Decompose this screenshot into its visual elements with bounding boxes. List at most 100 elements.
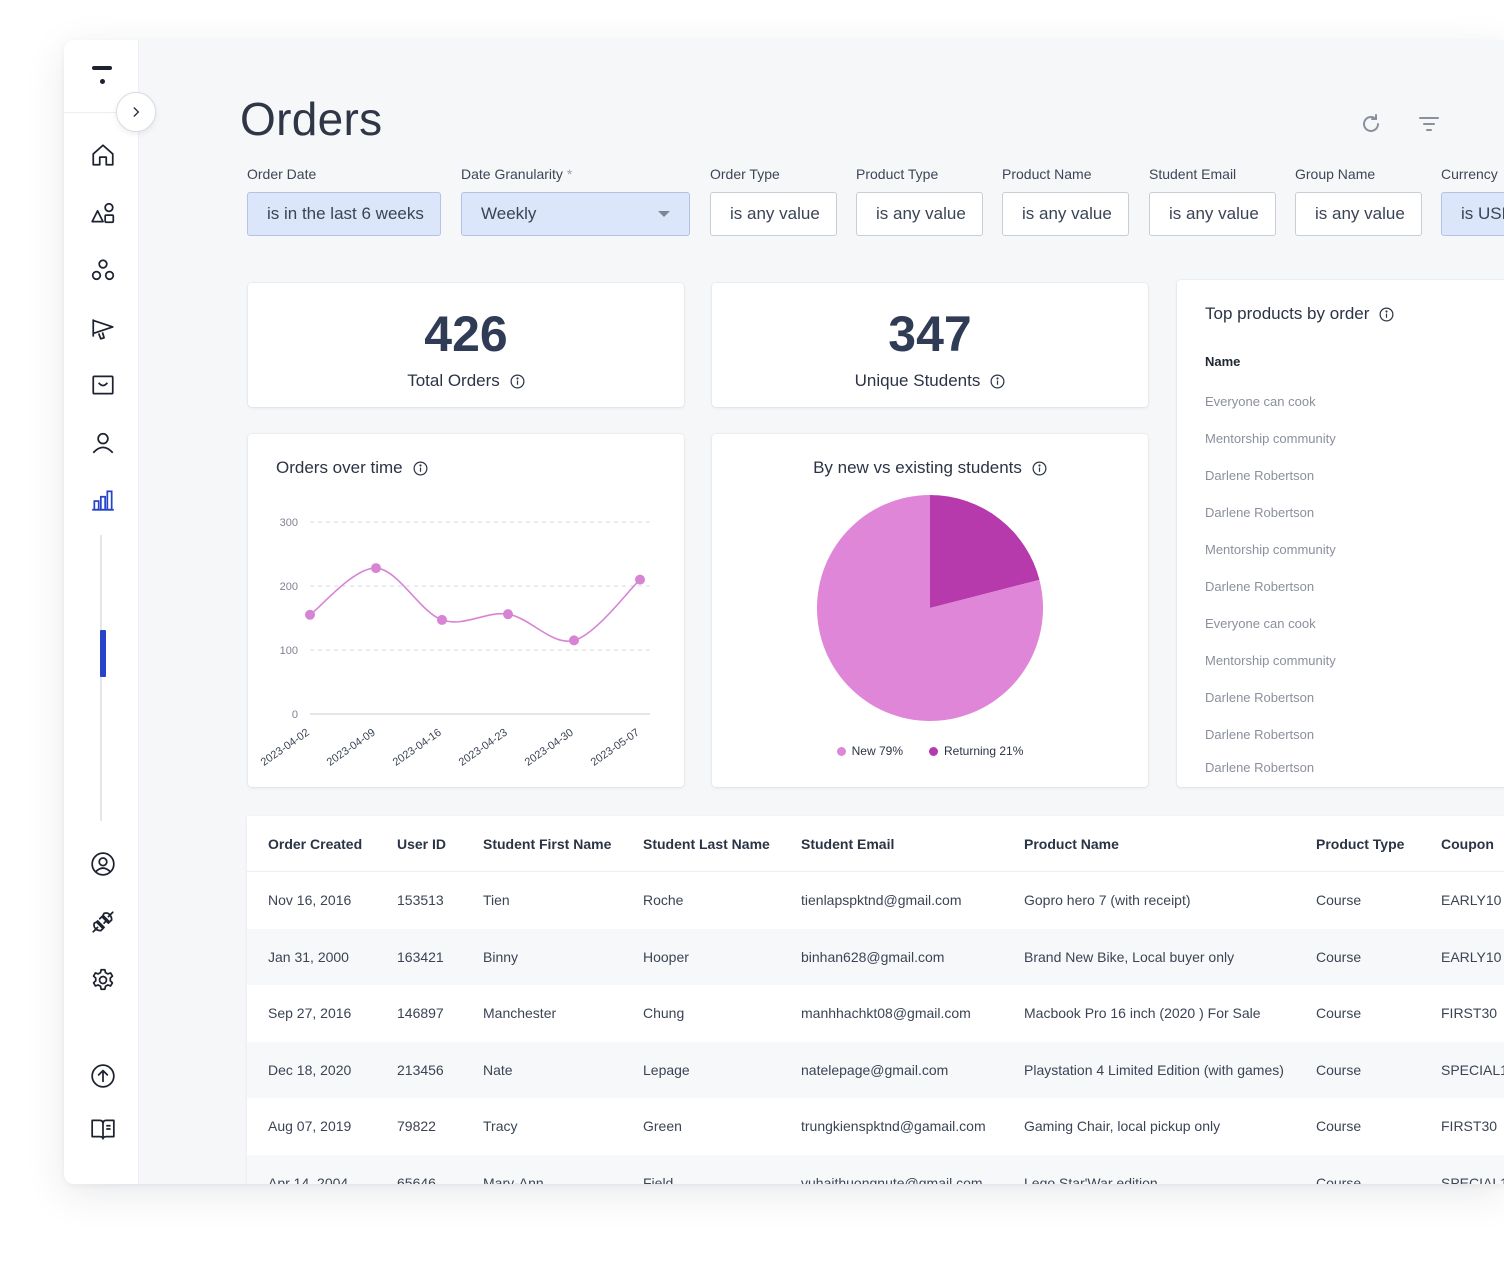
sidebar-scroll-thumb[interactable]: [100, 630, 106, 677]
filter-value: is any value: [1022, 204, 1112, 223]
column-header[interactable]: Student Email: [801, 836, 895, 852]
home-icon[interactable]: [88, 140, 118, 170]
top-product-item[interactable]: Everyone can cook: [1205, 394, 1316, 409]
orders-over-time-card: Orders over time 0 100 200 300 2023-04-02 202…: [248, 434, 684, 787]
user-icon[interactable]: [88, 428, 118, 458]
filter-product-name: Product Name is any value: [1002, 166, 1129, 236]
kpi-value: 426: [424, 306, 508, 362]
y-tick-label: 200: [280, 581, 298, 593]
community-icon[interactable]: [88, 255, 118, 285]
data-point: [437, 614, 447, 625]
divider: [64, 112, 139, 113]
gear-icon[interactable]: [88, 965, 118, 995]
refresh-icon[interactable]: [1359, 112, 1383, 136]
inbox-icon[interactable]: [88, 370, 118, 400]
filter-product-type: Product Type is any value: [856, 166, 983, 236]
table-row[interactable]: Jan 31, 2000 163421 Binny Hooper binhan628@g…: [247, 928, 1504, 985]
table-cell: Tracy: [483, 1118, 518, 1134]
pie-legend: New 79% Returning 21%: [712, 744, 1148, 758]
group-name-filter[interactable]: is any value: [1295, 192, 1422, 236]
plug-icon[interactable]: [88, 907, 118, 937]
table-cell: Nate: [483, 1061, 513, 1078]
student-email-filter[interactable]: is any value: [1149, 192, 1276, 236]
sidebar: [64, 40, 139, 1184]
top-product-item[interactable]: Mentorship community: [1205, 431, 1336, 446]
legend-swatch: [928, 747, 938, 757]
table-row[interactable]: Sep 27, 2016 146897 Manchester Chung manhhac…: [247, 985, 1504, 1041]
card-title-text: By new vs existing students: [813, 458, 1022, 477]
analytics-icon[interactable]: [88, 485, 118, 515]
filter-date-granularity: Date Granularity * Weekly: [461, 166, 690, 236]
sidebar-toggle-button[interactable]: [116, 92, 156, 132]
data-point: [635, 574, 645, 585]
info-icon[interactable]: [1379, 307, 1394, 322]
kpi-label: Unique Students: [712, 371, 1148, 391]
top-product-item[interactable]: Darlene Robertson: [1205, 760, 1315, 775]
filter-label: Product Type: [856, 166, 939, 182]
kpi-label-text: Total Orders: [407, 371, 500, 390]
table-row[interactable]: Aug 07, 2019 79822 Tracy Green trungkienspkt…: [247, 1098, 1504, 1154]
date-granularity-select[interactable]: Weekly: [461, 192, 690, 236]
table-cell: Chung: [643, 1005, 685, 1021]
column-header[interactable]: User ID: [397, 836, 447, 852]
table-cell: Mary-Ann: [483, 1174, 544, 1185]
top-product-item[interactable]: Darlene Robertson: [1205, 579, 1315, 594]
table-cell: Binny: [483, 948, 519, 965]
table-row[interactable]: Apr 14, 2004 65646 Mary-Ann Field vuhaithuon…: [247, 1154, 1504, 1185]
product-name-filter[interactable]: is any value: [1002, 192, 1129, 236]
table-cell: Field: [643, 1174, 674, 1185]
table-cell: tienlapspktnd@gmail.com: [801, 892, 962, 908]
info-icon[interactable]: [1032, 461, 1047, 476]
column-header[interactable]: Product Name: [1024, 836, 1119, 852]
top-product-item[interactable]: Darlene Robertson: [1205, 690, 1315, 705]
info-icon[interactable]: [990, 374, 1005, 389]
info-icon[interactable]: [510, 374, 525, 389]
table-cell: FIRST30: [1441, 1005, 1498, 1021]
table-cell: Course: [1316, 948, 1362, 965]
x-tick-label: 2023-04-09: [325, 727, 378, 769]
upload-icon[interactable]: [88, 1061, 118, 1091]
pie-slice-returning[interactable]: [930, 495, 1040, 608]
legend-swatch: [836, 747, 846, 757]
pie-slice-new[interactable]: [817, 495, 1043, 721]
top-product-item[interactable]: Darlene Robertson: [1205, 505, 1315, 520]
table-cell: Macbook Pro 16 inch (2020 ) For Sale: [1024, 1005, 1261, 1021]
filter-icon[interactable]: [1417, 112, 1441, 136]
top-product-item[interactable]: Mentorship community: [1205, 653, 1336, 668]
filter-order-date: Order Date is in the last 6 weeks: [247, 166, 441, 236]
legend-item-returning[interactable]: Returning 21%: [928, 744, 1023, 758]
filter-order-type: Order Type is any value: [710, 166, 837, 236]
table-cell: Tien: [483, 892, 510, 908]
top-product-item[interactable]: Mentorship community: [1205, 542, 1336, 557]
legend-item-new[interactable]: New 79%: [836, 744, 903, 758]
card-title: Top products by order: [1205, 304, 1394, 324]
shapes-icon[interactable]: [88, 198, 118, 228]
table-cell: 65646: [397, 1174, 436, 1185]
column-header[interactable]: Product Type: [1316, 836, 1405, 852]
table-row[interactable]: Dec 18, 2020 213456 Nate Lepage natelepage@g…: [247, 1041, 1504, 1098]
column-header[interactable]: Student First Name: [483, 836, 612, 852]
top-product-item[interactable]: Darlene Robertson: [1205, 468, 1315, 483]
x-tick-label: 2023-04-02: [259, 727, 312, 769]
account-circle-icon[interactable]: [88, 849, 118, 879]
kpi-label-text: Unique Students: [854, 371, 981, 390]
y-tick-label: 300: [280, 517, 298, 529]
filter-student-email: Student Email is any value: [1149, 166, 1276, 236]
sidebar-scroll-track[interactable]: [100, 535, 102, 821]
table-cell: Hooper: [643, 948, 689, 965]
order-type-filter[interactable]: is any value: [710, 192, 837, 236]
filter-label: Date Granularity *: [461, 166, 573, 182]
book-icon[interactable]: [88, 1114, 118, 1144]
required-marker: *: [566, 166, 573, 182]
column-header[interactable]: Student Last Name: [643, 836, 770, 852]
order-date-filter[interactable]: is in the last 6 weeks: [247, 192, 441, 236]
table-row[interactable]: Nov 16, 2016 153513 Tien Roche tienlapspktnd…: [247, 872, 1504, 928]
column-header[interactable]: Coupon: [1441, 836, 1494, 852]
currency-filter[interactable]: is USD: [1441, 192, 1504, 236]
top-product-item[interactable]: Darlene Robertson: [1205, 727, 1315, 742]
info-icon[interactable]: [413, 461, 428, 476]
top-product-item[interactable]: Everyone can cook: [1205, 616, 1316, 631]
product-type-filter[interactable]: is any value: [856, 192, 983, 236]
column-header[interactable]: Order Created: [268, 836, 363, 852]
megaphone-icon[interactable]: [88, 313, 118, 343]
